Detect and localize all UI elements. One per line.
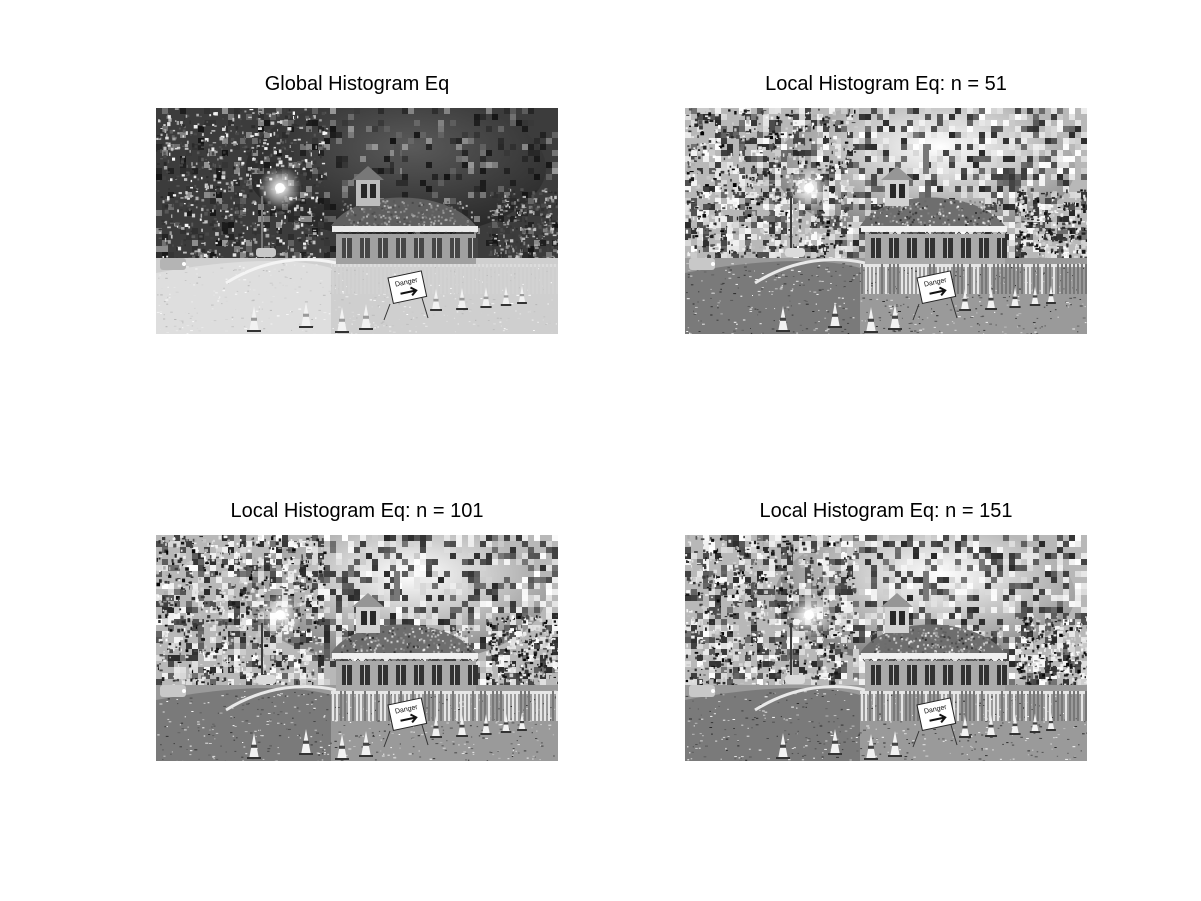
panel-title: Local Histogram Eq: n = 101: [230, 500, 484, 522]
equalized-photo-local-51: Danger: [685, 108, 1087, 334]
equalized-photo-local-101: Danger: [156, 535, 558, 761]
sign-label: Danger: [394, 277, 419, 289]
equalized-photo-global: Danger: [156, 108, 558, 334]
panel-title: Local Histogram Eq: n = 51: [765, 73, 1007, 95]
sign-label: Danger: [923, 277, 948, 289]
equalized-photo-local-151: Danger: [685, 535, 1087, 761]
sign-label: Danger: [923, 704, 948, 716]
panel-title: Local Histogram Eq: n = 151: [759, 500, 1013, 522]
sign-label: Danger: [394, 704, 419, 716]
panel-title: Global Histogram Eq: [264, 73, 450, 95]
